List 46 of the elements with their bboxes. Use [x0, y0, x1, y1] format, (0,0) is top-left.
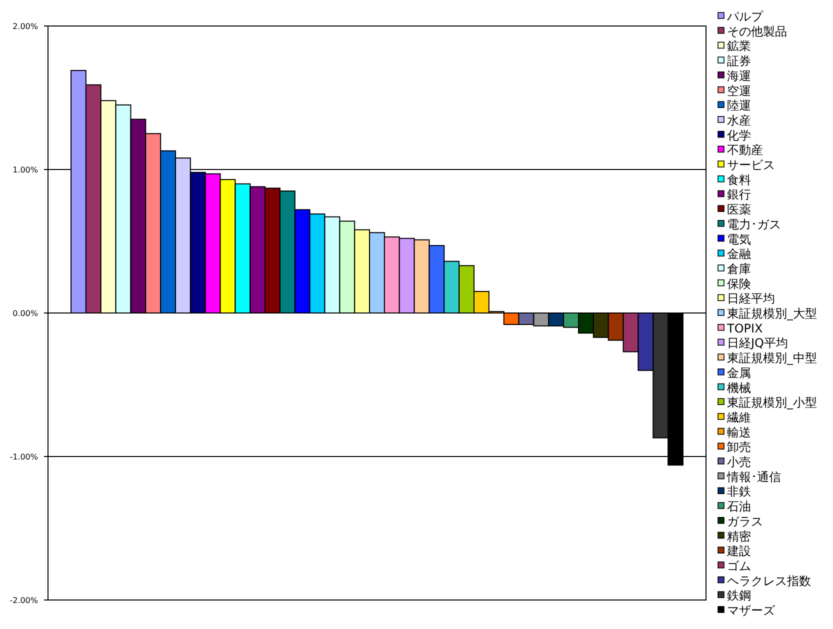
- legend-label: パルプ: [726, 10, 764, 24]
- legend-label: 非鉄: [727, 484, 751, 499]
- legend-label: 情報･通信: [726, 470, 781, 484]
- y-tick-label: -1.00%: [10, 452, 38, 462]
- legend-label: 精密: [727, 529, 751, 544]
- legend-label: TOPIX: [726, 321, 763, 336]
- legend-label: 金属: [727, 366, 751, 380]
- legend-label: 倉庫: [727, 262, 751, 276]
- legend-label: 医薬: [727, 202, 751, 217]
- legend-label: 輸送: [727, 425, 751, 440]
- y-tick-label: -2.00%: [10, 596, 38, 605]
- legend-label: 日経JQ平均: [727, 336, 788, 350]
- legend-label: 空運: [727, 84, 751, 98]
- y-tick-label: 1.00%: [12, 166, 38, 174]
- legend-label: サービス: [727, 158, 775, 172]
- legend-label: ガラス: [727, 514, 763, 528]
- legend-label: 小売: [727, 455, 751, 469]
- y-tick-label: 2.00%: [12, 22, 38, 31]
- legend-label: マザーズ: [727, 604, 776, 618]
- legend-label: 鉄鋼: [727, 588, 751, 603]
- legend-label: 証券: [727, 54, 751, 68]
- legend-label: ゴム: [727, 558, 751, 573]
- legend-label: 電気: [727, 232, 751, 246]
- y-tick-label: 0.00%: [12, 309, 38, 318]
- legend-label: 東証規模別_大型: [727, 306, 817, 320]
- legend-label: 鉱業: [727, 39, 751, 54]
- legend-label: 化学: [727, 128, 751, 142]
- legend-label: 繊維: [726, 410, 751, 424]
- legend-label: 保険: [727, 276, 751, 291]
- legend-label: 機械: [727, 380, 751, 395]
- legend-label: 金融: [727, 247, 751, 262]
- legend-label: その他製品: [727, 24, 787, 38]
- legend-label: 電力･ガス: [727, 217, 781, 232]
- legend-label: 石油: [727, 500, 751, 514]
- legend-label: 水産: [727, 113, 751, 128]
- legend-label: 日経平均: [727, 292, 775, 306]
- legend-label: 不動産: [727, 143, 763, 158]
- legend-label: 卸売: [727, 440, 751, 454]
- legend-label: 銀行: [727, 188, 751, 202]
- legend-label: 東証規模別_小型: [727, 396, 817, 410]
- legend-label: 建設: [726, 544, 751, 558]
- legend-label: 食料: [727, 172, 751, 187]
- legend-label: 海運: [727, 68, 751, 83]
- legend-label: ヘラクレス指数: [727, 574, 811, 588]
- legend-label: 陸運: [727, 98, 751, 113]
- legend-label: 東証規模別_中型: [727, 351, 817, 366]
